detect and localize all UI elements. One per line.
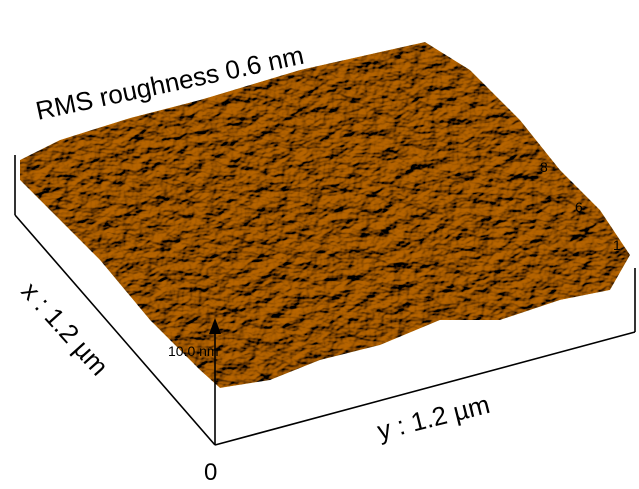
edge-label: 6: [575, 199, 583, 215]
edge-label: 8: [540, 159, 548, 175]
edge-label: 1: [613, 237, 621, 253]
z-label: 10.0 nm: [168, 343, 219, 359]
x-label: x : 1.2 µm: [16, 276, 115, 381]
afm-figure: RMS roughness 0.6 nm x : 1.2 µm y : 1.2 …: [0, 0, 639, 489]
origin-label: 0: [204, 459, 217, 486]
